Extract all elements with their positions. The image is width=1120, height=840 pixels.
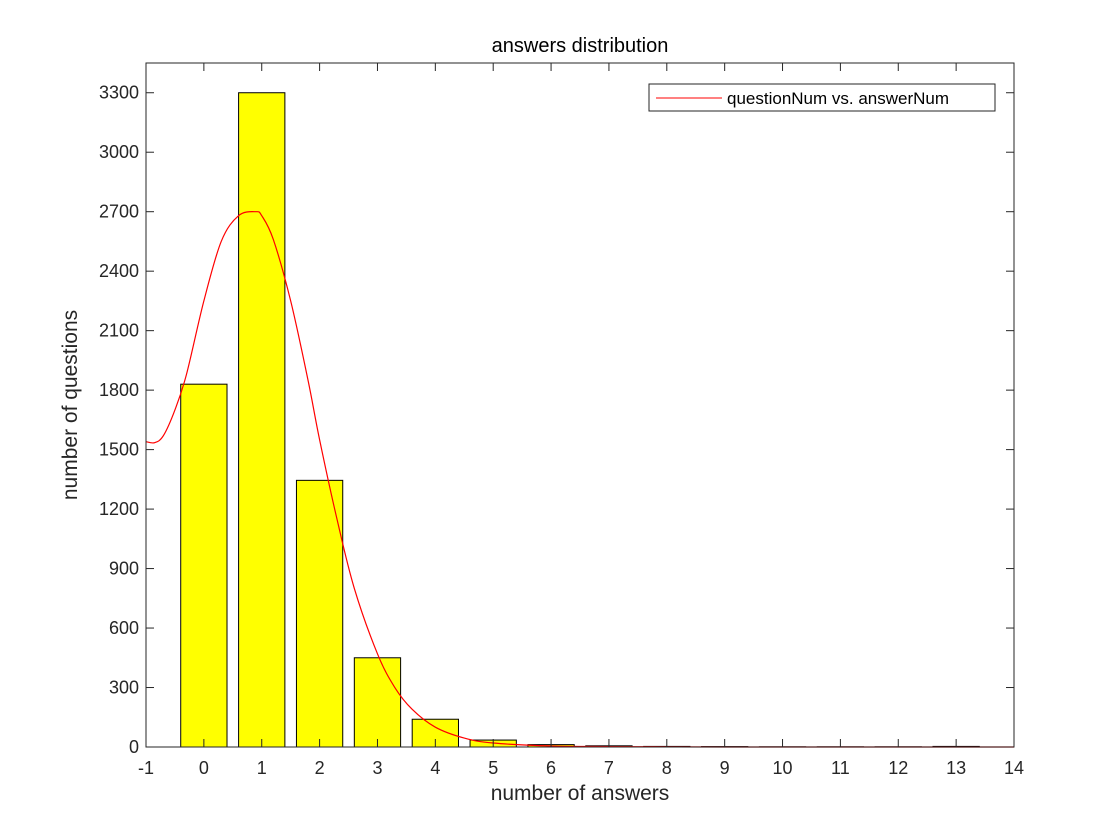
bar-2 [295, 479, 344, 748]
bar-1 [238, 92, 286, 748]
y-tick-label-1800: 1800 [99, 380, 139, 400]
ticks-layer: -1 0 1 2 3 4 5 6 7 8 9 10 11 12 13 14030060090012001500… [99, 63, 1024, 778]
y-tick-label-1500: 1500 [99, 440, 139, 460]
x-tick-label-2: 2 [315, 758, 325, 778]
x-tick-label-8: 8 [662, 758, 672, 778]
x-tick-label-13: 13 [946, 758, 966, 778]
x-tick-label-9: 9 [720, 758, 730, 778]
x-tick-label--1: -1 [138, 758, 154, 778]
x-tick-label-11: 11 [831, 758, 850, 778]
x-tick-label-4: 4 [430, 758, 440, 778]
y-tick-label-2700: 2700 [99, 202, 139, 222]
bars-layer [180, 92, 980, 748]
x-tick-label-1: 1 [257, 758, 267, 778]
chart-title: answers distribution [492, 35, 669, 57]
x-tick-label-6: 6 [546, 758, 556, 778]
x-tick-label-3: 3 [372, 758, 382, 778]
x-tick-label-12: 12 [888, 758, 908, 778]
x-tick-label-0: 0 [199, 758, 209, 778]
legend: questionNum vs. answerNum [648, 83, 996, 112]
y-tick-label-1200: 1200 [99, 499, 139, 519]
y-tick-label-300: 300 [109, 678, 139, 698]
x-tick-label-14: 14 [1004, 758, 1024, 778]
y-axis-label: number of questions [59, 310, 82, 500]
x-tick-label-5: 5 [488, 758, 498, 778]
y-tick-label-2100: 2100 [99, 321, 139, 341]
y-tick-label-2400: 2400 [99, 261, 139, 281]
x-tick-label-7: 7 [604, 758, 614, 778]
y-tick-label-3300: 3300 [99, 83, 139, 103]
y-tick-label-3000: 3000 [99, 142, 139, 162]
bar-0 [180, 383, 228, 748]
x-tick-label-10: 10 [773, 758, 793, 778]
y-tick-label-0: 0 [129, 737, 139, 757]
legend-entry-questionNum-vs-answerNum: questionNum vs. answerNum [727, 89, 949, 108]
x-axis-label: number of answers [491, 782, 670, 805]
plot-frame [145, 62, 1015, 748]
bar-3 [353, 657, 402, 748]
y-tick-label-900: 900 [109, 559, 139, 579]
y-tick-label-600: 600 [109, 618, 139, 638]
